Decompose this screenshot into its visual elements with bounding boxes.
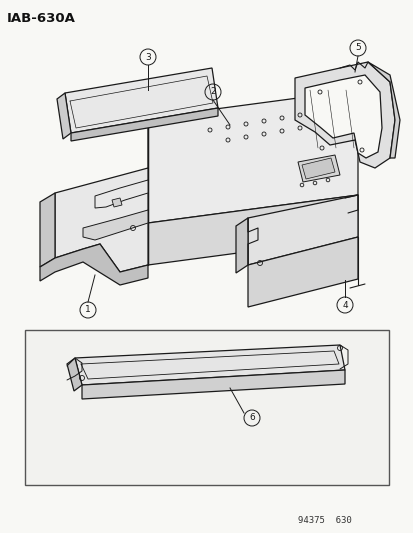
Polygon shape (304, 75, 381, 158)
Text: 2: 2 (210, 87, 215, 96)
Polygon shape (235, 218, 247, 273)
Polygon shape (40, 193, 55, 267)
Text: IAB-630A: IAB-630A (7, 12, 76, 25)
Polygon shape (367, 62, 399, 158)
Polygon shape (301, 158, 334, 179)
Polygon shape (71, 108, 218, 141)
Text: 5: 5 (354, 44, 360, 52)
Polygon shape (294, 62, 394, 168)
Polygon shape (112, 198, 122, 207)
Polygon shape (83, 210, 147, 240)
Text: 94375  630: 94375 630 (297, 516, 351, 525)
Text: 6: 6 (249, 414, 254, 423)
Polygon shape (95, 180, 147, 208)
Polygon shape (65, 68, 218, 133)
Text: 4: 4 (342, 301, 347, 310)
Polygon shape (247, 195, 357, 265)
Polygon shape (40, 244, 147, 285)
Polygon shape (147, 195, 357, 265)
Polygon shape (147, 90, 357, 223)
Polygon shape (297, 155, 339, 182)
Polygon shape (75, 345, 344, 385)
Text: 3: 3 (145, 52, 150, 61)
Polygon shape (82, 370, 344, 399)
Polygon shape (57, 93, 71, 139)
Polygon shape (55, 168, 147, 272)
FancyBboxPatch shape (25, 330, 388, 485)
Text: 1: 1 (85, 305, 91, 314)
Polygon shape (247, 237, 357, 307)
Polygon shape (67, 358, 82, 391)
